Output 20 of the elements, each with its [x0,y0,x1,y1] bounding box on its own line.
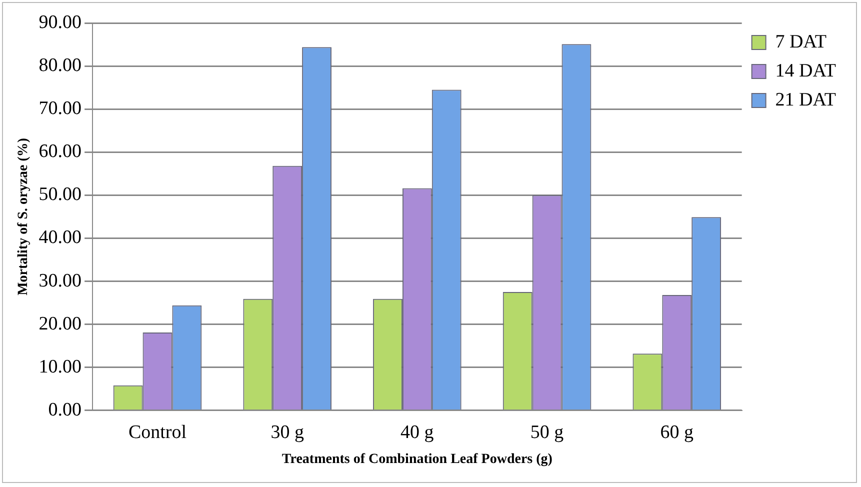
y-tick-label: 40.00 [38,227,82,248]
x-tick-label: 50 g [530,422,564,443]
x-tick-label: 60 g [660,422,694,443]
y-tick-label: 20.00 [38,313,82,334]
y-tick-label: 60.00 [38,141,82,162]
y-tick-label: 30.00 [38,270,82,292]
y-tick-label: 80.00 [38,55,82,76]
x-tick-label: Control [128,422,187,443]
x-tick-label: 30 g [270,422,304,443]
y-tick-label: 90.00 [38,12,82,33]
y-tick-label: 0.00 [48,399,82,420]
x-axis-title: Treatments of Combination Leaf Powders (g) [282,452,553,468]
y-tick-label: 70.00 [38,98,82,120]
x-tick-label: 40 g [400,422,434,443]
legend-label: 14 DAT [775,60,836,82]
legend-label: 7 DAT [775,31,827,52]
y-tick-label: 10.00 [38,356,82,378]
y-tick-label: 50.00 [38,184,82,206]
legend-label: 21 DAT [775,89,836,110]
y-axis-title: Mortality of S. oryzae (%) [16,138,32,296]
